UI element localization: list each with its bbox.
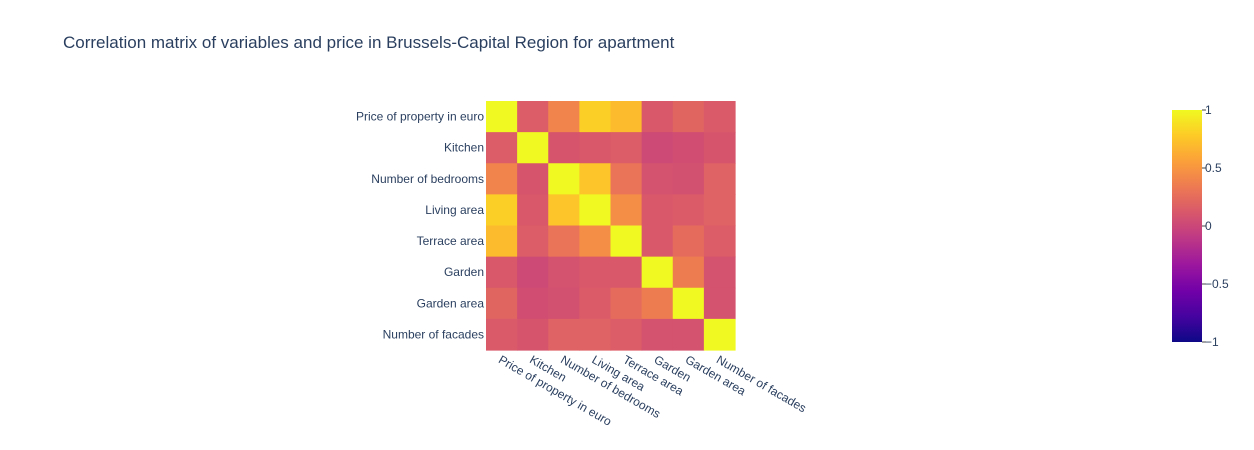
heatmap-cell — [610, 225, 643, 258]
y-tick-label: Living area — [425, 203, 484, 217]
heatmap-cell — [610, 256, 643, 289]
y-tick-label: Kitchen — [444, 141, 484, 155]
heatmap-cell — [703, 163, 736, 195]
y-tick-label: Terrace area — [417, 234, 485, 248]
heatmap-cell — [703, 194, 736, 227]
heatmap-cell — [610, 132, 643, 164]
heatmap-cell — [517, 256, 549, 289]
y-tick-label: Garden — [444, 265, 484, 279]
heatmap-cell — [579, 101, 612, 133]
heatmap-cell — [703, 132, 736, 164]
heatmap-cell — [517, 318, 549, 351]
heatmap-cell — [610, 318, 643, 351]
heatmap-cells — [486, 101, 736, 351]
heatmap-cell — [548, 101, 580, 133]
heatmap-cell — [641, 225, 674, 258]
heatmap-cell — [517, 163, 549, 195]
heatmap-cell — [703, 318, 736, 351]
heatmap-cell — [641, 132, 674, 164]
heatmap-cell — [486, 287, 518, 320]
heatmap-cell — [672, 194, 705, 227]
heatmap-cell — [672, 256, 705, 289]
heatmap-cell — [703, 287, 736, 320]
heatmap-cell — [610, 194, 643, 227]
heatmap-cell — [610, 287, 643, 320]
colorbar-tick-label: −1 — [1205, 335, 1219, 349]
heatmap-cell — [517, 194, 549, 227]
heatmap-cell — [641, 194, 674, 227]
heatmap-cell — [641, 318, 674, 351]
heatmap-cell — [486, 194, 518, 227]
colorbar-tick-label: 0.5 — [1205, 161, 1222, 175]
heatmap-cell — [579, 287, 612, 320]
heatmap-cell — [548, 225, 580, 258]
heatmap-cell — [610, 163, 643, 195]
heatmap-cell — [517, 225, 549, 258]
heatmap-cell — [548, 132, 580, 164]
heatmap-cell — [486, 163, 518, 195]
y-axis-tick-labels: Price of property in euro Kitchen Number o… — [356, 110, 484, 342]
colorbar-tick-label: 1 — [1205, 103, 1212, 117]
heatmap-cell — [672, 287, 705, 320]
heatmap-cell — [486, 132, 518, 164]
heatmap-cell — [672, 318, 705, 351]
heatmap-cell — [672, 132, 705, 164]
heatmap-cell — [579, 163, 612, 195]
heatmap-cell — [486, 101, 518, 133]
heatmap-cell — [579, 194, 612, 227]
heatmap-cell — [486, 225, 518, 258]
heatmap-cell — [579, 132, 612, 164]
heatmap-cell — [548, 163, 580, 195]
heatmap-cell — [548, 256, 580, 289]
y-tick-label: Price of property in euro — [356, 110, 484, 124]
heatmap-cell — [579, 256, 612, 289]
heatmap-cell — [641, 256, 674, 289]
heatmap-cell — [579, 225, 612, 258]
heatmap-cell — [548, 194, 580, 227]
colorbar: 1 0.5 0 −0.5 −1 — [1172, 103, 1229, 349]
y-tick-label: Number of bedrooms — [371, 172, 484, 186]
chart-title: Correlation matrix of variables and pric… — [63, 33, 675, 52]
heatmap-cell — [641, 163, 674, 195]
heatmap-cell — [703, 256, 736, 289]
heatmap-cell — [548, 318, 580, 351]
y-tick-label: Number of facades — [383, 327, 484, 341]
colorbar-gradient — [1172, 110, 1202, 342]
heatmap-cell — [610, 101, 643, 133]
heatmap-cell — [486, 318, 518, 351]
colorbar-tick-label: 0 — [1205, 219, 1212, 233]
heatmap-cell — [672, 225, 705, 258]
heatmap-cell — [517, 132, 549, 164]
heatmap-cell — [672, 163, 705, 195]
colorbar-tick-label: −0.5 — [1205, 277, 1229, 291]
heatmap-cell — [672, 101, 705, 133]
heatmap-cell — [579, 318, 612, 351]
heatmap-cell — [486, 256, 518, 289]
heatmap-cell — [641, 287, 674, 320]
heatmap-cell — [703, 225, 736, 258]
heatmap-cell — [548, 287, 580, 320]
heatmap-cell — [703, 101, 736, 133]
heatmap-cell — [517, 287, 549, 320]
y-tick-label: Garden area — [417, 296, 485, 310]
heatmap-cell — [517, 101, 549, 133]
heatmap-cell — [641, 101, 674, 133]
